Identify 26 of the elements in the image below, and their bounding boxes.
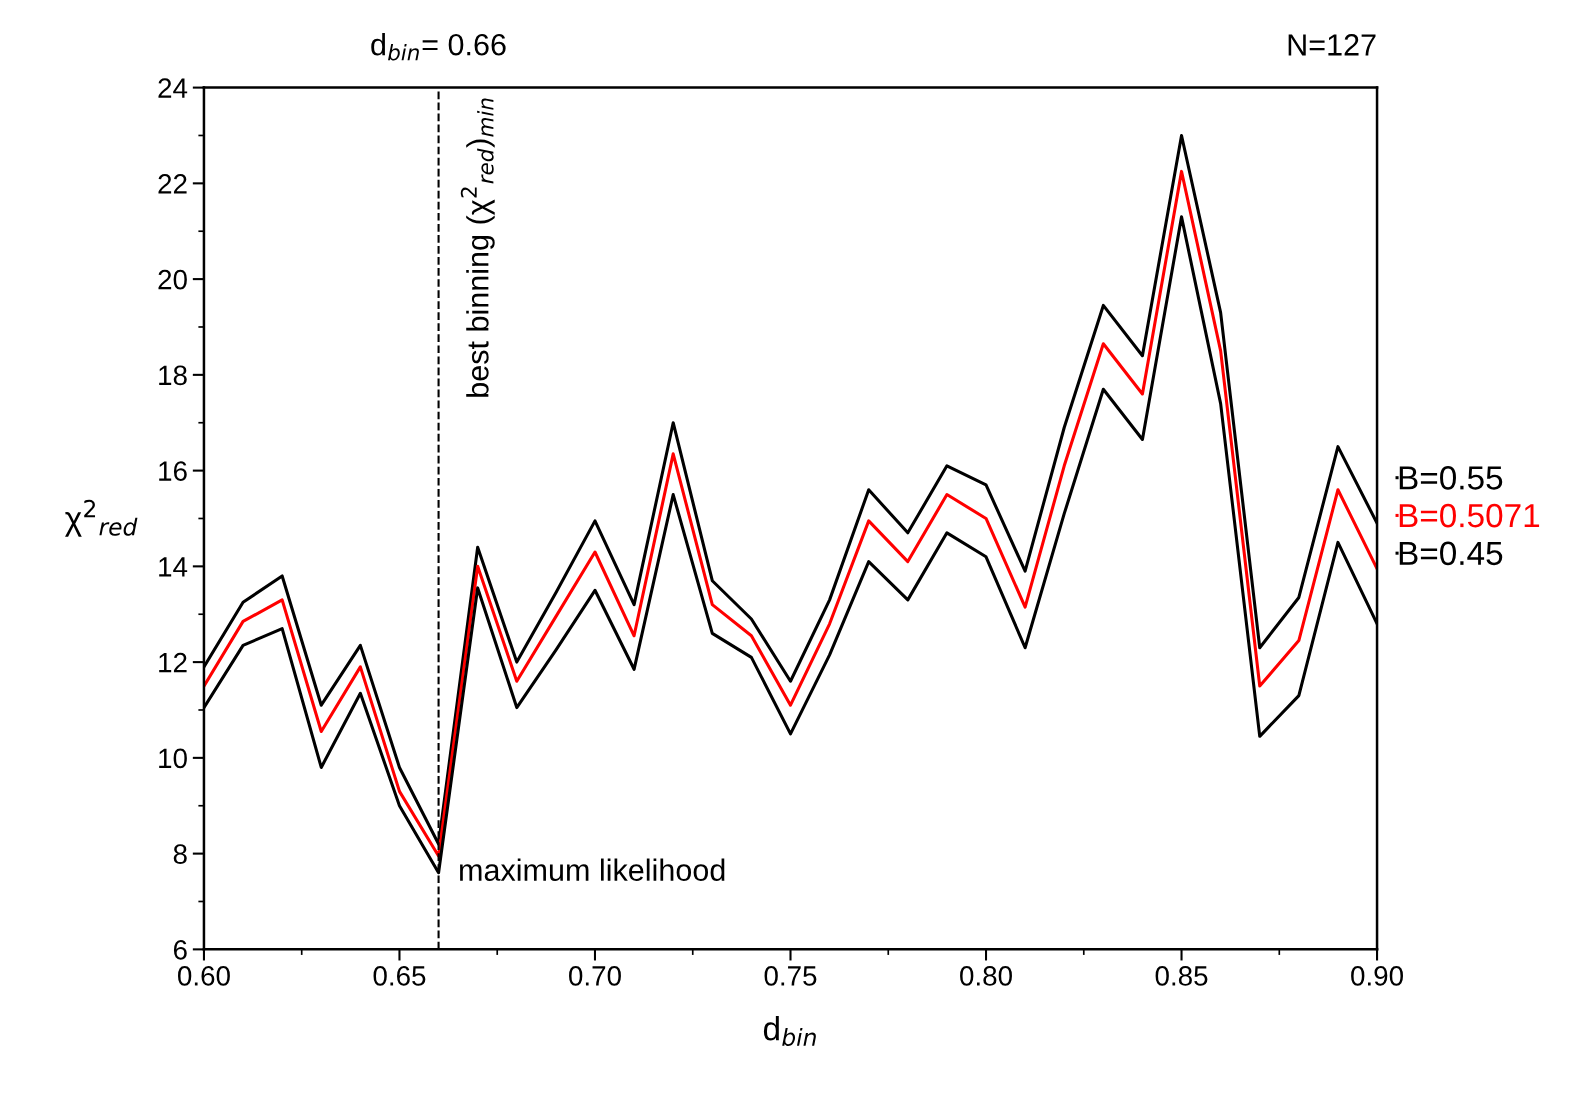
x-tick-label: 0.75	[764, 966, 817, 986]
x-tick-label: 0.70	[569, 966, 621, 986]
y-tick-label: 18	[159, 365, 187, 386]
text: N=127	[1288, 34, 1376, 56]
y-tick-label: 24	[158, 78, 188, 98]
y-tick-label: 22	[158, 174, 187, 194]
legend-label: B=0.55	[1399, 466, 1503, 490]
y-tick-label: 12	[159, 652, 187, 673]
y-tick-label: 10	[159, 748, 187, 769]
x-tick-label: 0.60	[178, 966, 230, 986]
y-tick-label: 8	[173, 844, 187, 864]
y-tick-label: 20	[158, 269, 187, 290]
y-tick-label: 14	[159, 557, 188, 577]
x-tick-label: 0.85	[1155, 966, 1208, 986]
ref-line-label: d$_{bin}$= 0.66	[371, 33, 506, 61]
legend-label: B=0.5071	[1399, 503, 1540, 528]
x-axis-title: d$_{bin}$	[763, 1016, 816, 1047]
x-tick-label: 0.90	[1351, 966, 1403, 986]
x-tick-label: 0.65	[373, 966, 426, 986]
x-tick-label: 0.80	[960, 966, 1012, 986]
y-axis-title: χ$^{2}$$_{red}$	[65, 499, 138, 537]
y-tick-label: 16	[159, 461, 187, 481]
annotation: best binning (χ$^{2}$$_{red}$)$_{min}$	[460, 98, 495, 397]
y-tick-label: 6	[173, 940, 187, 960]
legend-label: B=0.45	[1399, 541, 1503, 566]
annotation: maximum likelihood	[460, 858, 725, 881]
